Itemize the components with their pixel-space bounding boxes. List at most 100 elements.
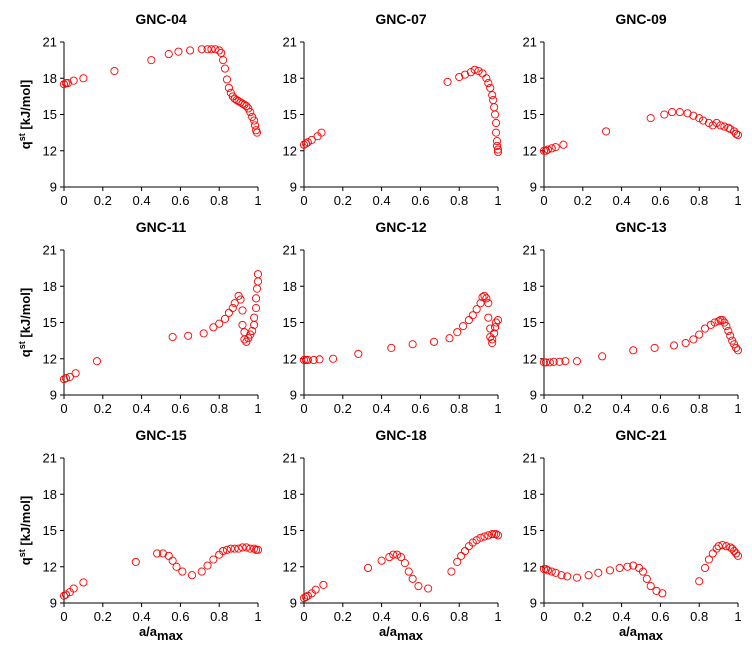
data-point: [492, 141, 502, 150]
data-point: [652, 586, 661, 595]
data-point: [453, 557, 462, 566]
data-point: [158, 549, 167, 558]
data-point: [253, 270, 263, 279]
data-point: [681, 338, 690, 348]
data-point: [222, 75, 232, 84]
data-point: [726, 331, 735, 340]
data-point: [689, 335, 698, 344]
data-point: [224, 308, 233, 317]
data-point: [598, 352, 607, 361]
x-axis-label-main: a/a: [139, 624, 158, 639]
data-point: [240, 335, 249, 344]
data-point: [539, 146, 549, 155]
data-point: [363, 563, 373, 573]
x-tick-label: 0.6: [651, 193, 669, 208]
data-point: [493, 531, 503, 540]
chart-panel-gnc-21: GNC-21 9 12 15 18 21 0 0.2 0.4 0.6 0.8 1 a/amax: [523, 427, 743, 643]
data-point: [219, 56, 228, 65]
data-point: [478, 69, 487, 78]
data-point: [224, 83, 233, 92]
data-point: [303, 355, 312, 365]
data-point: [484, 299, 493, 308]
data-point: [299, 355, 309, 365]
data-point: [559, 140, 568, 149]
x-tick-label: 0: [60, 609, 67, 624]
data-point: [203, 561, 212, 570]
x-tick-label: 0: [300, 609, 307, 624]
y-tick-label: 12: [43, 143, 57, 158]
data-point: [178, 567, 187, 576]
x-tick-label: 0.6: [171, 401, 189, 416]
x-tick-label: 0.2: [334, 401, 352, 416]
x-tick-label: 0: [540, 401, 547, 416]
data-point: [689, 111, 698, 120]
data-point: [186, 46, 195, 55]
x-tick-label: 0.4: [373, 193, 391, 208]
data-point: [629, 561, 638, 570]
data-point: [482, 74, 491, 83]
data-point: [246, 544, 255, 553]
x-tick-label: 1: [734, 193, 741, 208]
x-tick-label: 0.8: [210, 609, 228, 624]
data-point: [733, 551, 743, 560]
x-tick-label: 1: [254, 401, 261, 416]
x-tick-label: 0.4: [133, 609, 151, 624]
y-tick-label: 18: [523, 487, 537, 502]
data-point: [493, 145, 503, 154]
data-point: [443, 77, 452, 86]
x-tick-label: 0.2: [334, 609, 352, 624]
data-point: [79, 578, 88, 587]
data-point: [447, 567, 456, 576]
data-point: [236, 295, 245, 304]
y-tick-label: 21: [283, 451, 297, 466]
data-point: [675, 108, 684, 117]
x-tick-label: 0.8: [450, 401, 468, 416]
data-point: [71, 369, 80, 378]
data-point: [59, 80, 69, 89]
y-axis-label-sup: st: [17, 549, 27, 557]
data-point: [234, 97, 243, 106]
data-point: [197, 45, 206, 54]
chart-panel-gnc-15: GNC-15 9 12 15 18 21 0 0.2 0.4 0.6 0.8 1 qst [kJ/mol…: [17, 427, 263, 643]
data-point: [704, 118, 713, 128]
data-point: [486, 83, 495, 92]
data-point: [667, 108, 677, 117]
data-point: [492, 128, 501, 137]
data-point: [317, 128, 326, 137]
data-point: [488, 338, 497, 348]
x-tick-label: 0: [540, 193, 547, 208]
y-tick-label: 18: [283, 279, 297, 294]
y-tick-label: 9: [290, 596, 297, 611]
data-point: [602, 127, 611, 136]
y-tick-label: 12: [523, 143, 537, 158]
data-point: [63, 79, 72, 88]
x-tick-label: 1: [734, 609, 741, 624]
data-point: [215, 319, 224, 328]
y-tick-label: 9: [530, 596, 537, 611]
data-point: [453, 328, 462, 337]
x-tick-label: 0.2: [94, 401, 112, 416]
data-point: [704, 555, 713, 564]
data-point: [708, 121, 717, 130]
data-point: [238, 306, 247, 315]
data-point: [153, 549, 162, 558]
data-point: [541, 358, 550, 367]
y-tick-label: 21: [43, 243, 57, 258]
y-tick-label: 12: [283, 559, 297, 574]
x-tick-label: 0: [300, 401, 307, 416]
data-point: [492, 318, 501, 327]
data-point: [69, 76, 78, 85]
x-tick-label: 0.8: [210, 193, 228, 208]
data-point: [238, 99, 247, 108]
data-point: [474, 66, 483, 76]
data-point: [147, 56, 156, 65]
y-tick-label: 18: [43, 279, 57, 294]
data-point: [572, 573, 582, 582]
data-point: [61, 374, 70, 383]
data-point: [488, 335, 497, 344]
data-point: [712, 544, 721, 553]
x-tick-label: 0.6: [411, 401, 429, 416]
data-point: [476, 533, 485, 542]
x-tick-label: 0: [300, 193, 307, 208]
data-point: [488, 91, 497, 100]
